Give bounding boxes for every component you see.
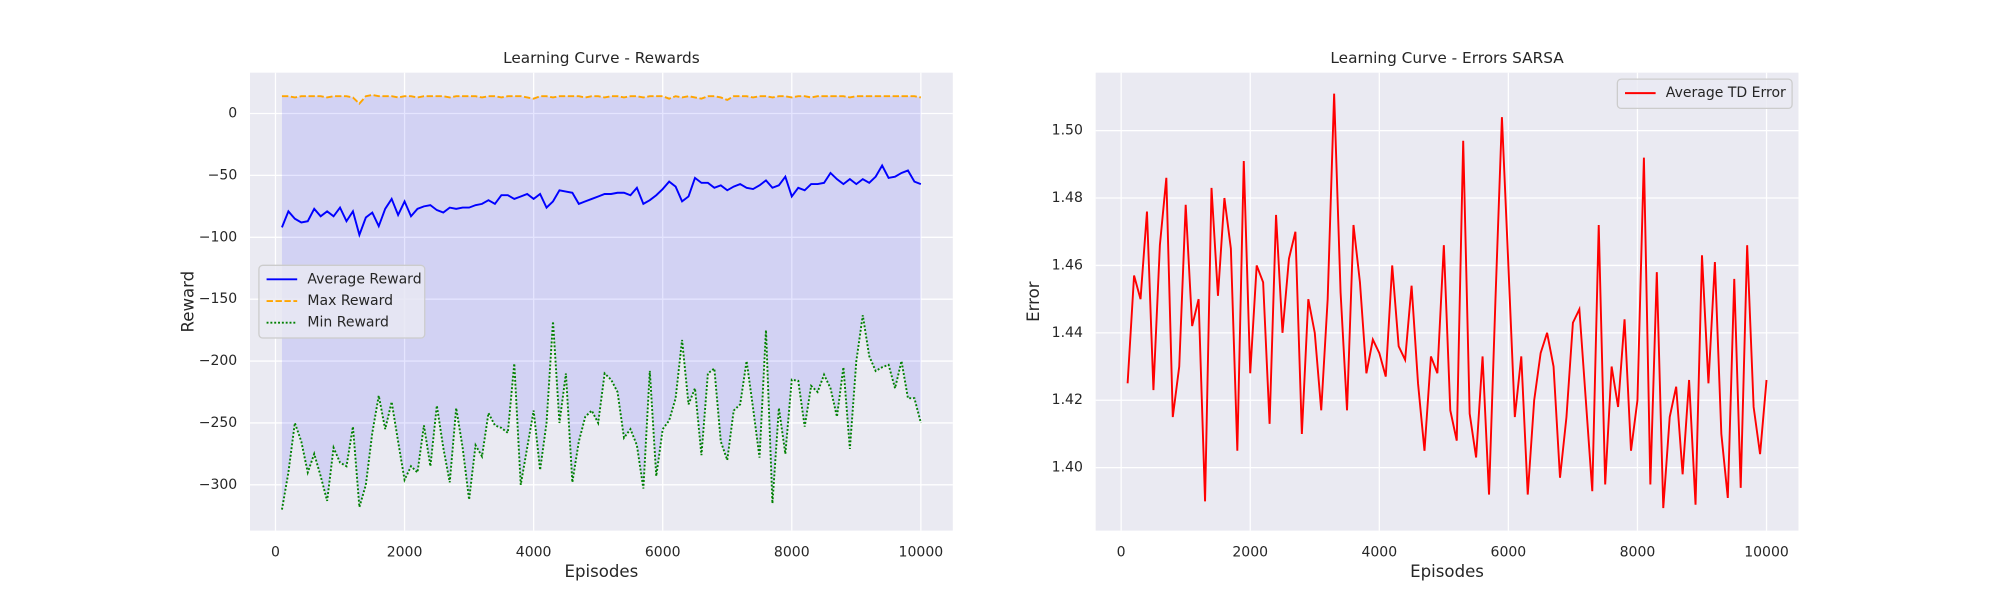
y-tick-label: −150 bbox=[199, 291, 238, 307]
x-tick-label: 4000 bbox=[1361, 544, 1397, 560]
x-tick-label: 6000 bbox=[645, 544, 681, 560]
chart-title: Learning Curve - Errors SARSA bbox=[1330, 49, 1564, 67]
legend-label: Average TD Error bbox=[1666, 85, 1786, 101]
y-tick-label: 1.42 bbox=[1052, 392, 1083, 408]
x-tick-label: 0 bbox=[271, 544, 280, 560]
chart: Learning Curve - Errors SARSA Episodes Err… bbox=[1024, 49, 1799, 581]
y-axis-label: Error bbox=[1024, 281, 1043, 322]
fill-band bbox=[281, 94, 921, 510]
y-tick-label: −250 bbox=[199, 415, 238, 431]
y-tick-label: 1.48 bbox=[1052, 190, 1083, 206]
y-tick-label: 1.44 bbox=[1052, 325, 1083, 341]
y-axis-label: Reward bbox=[178, 271, 197, 333]
x-tick-label: 8000 bbox=[774, 544, 810, 560]
x-tick-label: 4000 bbox=[516, 544, 552, 560]
legend-box bbox=[1616, 78, 1793, 110]
y-tick-label: −300 bbox=[199, 477, 238, 493]
x-tick-label: 2000 bbox=[387, 544, 423, 560]
x-tick-label: 10000 bbox=[899, 544, 944, 560]
y-tick-label: −50 bbox=[208, 167, 238, 183]
line bbox=[281, 315, 922, 510]
line bbox=[281, 163, 922, 238]
x-axis-label: Episodes bbox=[1410, 562, 1484, 581]
legend-label: Min Reward bbox=[307, 315, 389, 331]
y-tick-label: −200 bbox=[199, 353, 238, 369]
y-tick-label: −100 bbox=[199, 229, 238, 245]
x-tick-label: 2000 bbox=[1232, 544, 1268, 560]
y-tick-label: 1.46 bbox=[1052, 257, 1083, 273]
chart: Learning Curve - Rewards Episodes Reward 0 2… bbox=[178, 49, 953, 581]
line bbox=[281, 94, 922, 106]
y-tick-label: 1.50 bbox=[1052, 123, 1083, 139]
legend-label: Max Reward bbox=[307, 293, 393, 309]
x-tick-label: 0 bbox=[1117, 544, 1126, 560]
legend-label: Average Reward bbox=[307, 271, 421, 287]
chart-title: Learning Curve - Rewards bbox=[503, 49, 700, 67]
y-tick-label: 0 bbox=[228, 106, 237, 122]
legend-box bbox=[258, 264, 426, 339]
x-tick-label: 10000 bbox=[1744, 544, 1789, 560]
x-tick-label: 6000 bbox=[1491, 544, 1527, 560]
y-tick-label: 1.40 bbox=[1052, 460, 1083, 476]
x-axis-label: Episodes bbox=[565, 562, 639, 581]
x-tick-label: 8000 bbox=[1620, 544, 1656, 560]
line bbox=[1126, 93, 1768, 509]
